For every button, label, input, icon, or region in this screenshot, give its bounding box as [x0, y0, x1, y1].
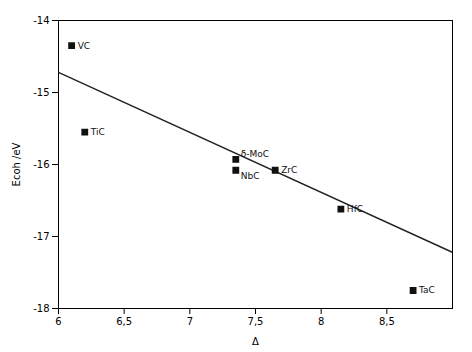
svg-text:δ-MoC: δ-MoC [241, 149, 269, 159]
svg-text:Ecoh /eV: Ecoh /eV [11, 142, 22, 186]
svg-text:7: 7 [187, 316, 193, 327]
svg-text:ZrC: ZrC [281, 165, 297, 175]
svg-text:8,5: 8,5 [379, 316, 395, 327]
svg-text:-16: -16 [33, 159, 49, 170]
svg-text:Δ: Δ [252, 336, 259, 347]
svg-text:-17: -17 [33, 231, 49, 242]
svg-text:-15: -15 [33, 87, 49, 98]
svg-text:-14: -14 [33, 15, 49, 26]
svg-text:NbC: NbC [241, 171, 260, 181]
svg-text:TaC: TaC [418, 285, 435, 295]
svg-text:TiC: TiC [90, 127, 105, 137]
svg-text:6,5: 6,5 [116, 316, 132, 327]
svg-text:6: 6 [55, 316, 61, 327]
svg-text:HfC: HfC [347, 204, 363, 214]
svg-text:-18: -18 [33, 303, 49, 314]
svg-text:VC: VC [78, 41, 90, 51]
svg-text:8: 8 [318, 316, 324, 327]
svg-text:7,5: 7,5 [248, 316, 264, 327]
